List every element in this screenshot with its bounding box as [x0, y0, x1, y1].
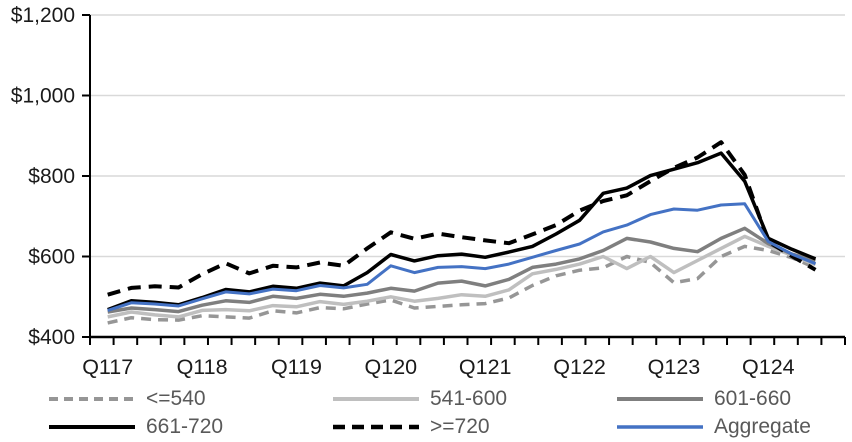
series-line--540	[107, 244, 817, 325]
x-axis-label: Q119	[271, 355, 322, 379]
x-axis-label: Q123	[648, 355, 701, 379]
x-axis-label: Q121	[459, 355, 512, 379]
legend-label: <=540	[146, 387, 206, 410]
legend-label: 541-600	[430, 387, 508, 410]
legend-label: Aggregate	[714, 415, 811, 438]
legend-swatch-line	[617, 396, 703, 401]
x-axis-label: Q118	[177, 355, 228, 379]
legend-item: >=720	[332, 414, 616, 439]
legend-item: <=540	[48, 386, 332, 411]
x-axis-label: Q117	[82, 355, 133, 379]
y-axis-label: $400	[28, 326, 75, 349]
x-axis-label: Q122	[553, 355, 606, 379]
legend-label: 601-660	[714, 387, 792, 410]
legend-item: 661-720	[48, 414, 332, 439]
legend-label: >=720	[430, 415, 490, 438]
series-line-601-660	[107, 226, 816, 314]
y-axis-label: $1,000	[11, 85, 75, 108]
legend-swatch-line	[333, 424, 419, 429]
series-line--720	[107, 140, 817, 297]
legend-swatch-line	[49, 424, 135, 429]
legend-swatch-line	[49, 396, 135, 401]
x-axis-label: Q124	[742, 355, 795, 379]
y-axis-label: $1,200	[11, 4, 75, 27]
legend-swatch-line	[617, 424, 703, 429]
y-axis-label: $600	[28, 246, 75, 269]
y-axis-label: $800	[28, 165, 75, 188]
series-line-661-720	[107, 151, 817, 312]
series-line-541-600	[107, 234, 817, 319]
chart-legend: <=540 541-600 601-660 661-720 >=720 Aggr…	[48, 386, 848, 439]
legend-item: 541-600	[332, 386, 616, 411]
legend-item: 601-660	[616, 386, 848, 411]
x-axis-label: Q120	[365, 355, 418, 379]
legend-swatch-line	[333, 396, 419, 401]
legend-label: 661-720	[146, 415, 224, 438]
series-line-aggregate	[107, 202, 817, 312]
legend-item: Aggregate	[616, 414, 848, 439]
